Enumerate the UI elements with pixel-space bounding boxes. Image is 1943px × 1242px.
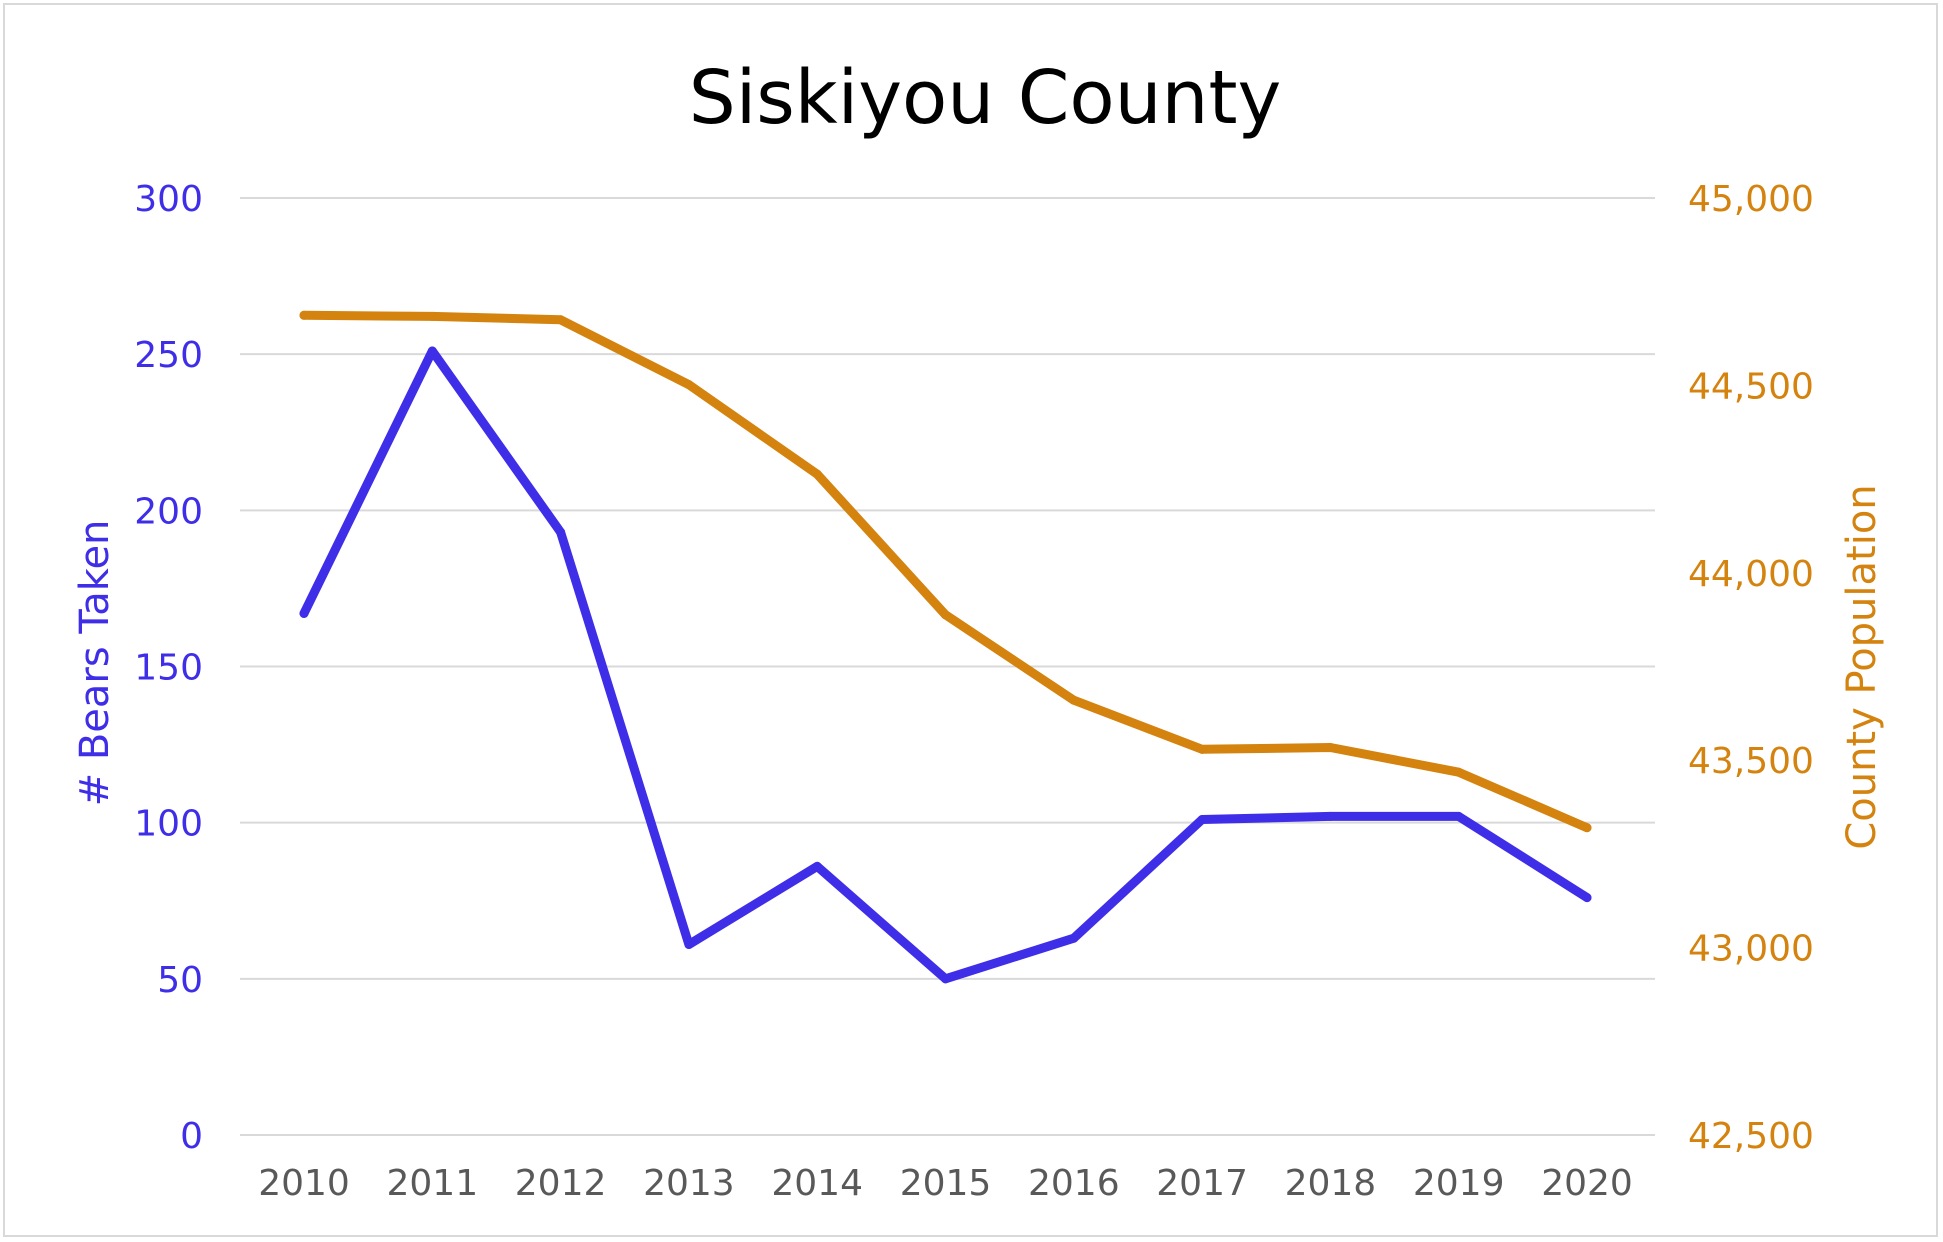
left-axis-ticks: 0 50 100 150 200 250 300 xyxy=(134,179,203,1157)
left-tick-label: 0 xyxy=(180,1116,203,1157)
right-axis-label: County Population xyxy=(1839,484,1885,849)
bears-point-2010 xyxy=(299,608,309,618)
chart-frame: Siskiyou County 0 50 100 150 200 250 300 42,50… xyxy=(3,3,1938,1237)
population-point-2013 xyxy=(684,380,694,390)
right-tick-label: 44,500 xyxy=(1688,366,1814,407)
bears-point-2015 xyxy=(941,974,950,984)
bears-point-2020 xyxy=(1582,893,1592,903)
right-tick-label: 44,000 xyxy=(1688,554,1814,595)
bears-point-2011 xyxy=(427,346,437,356)
x-tick-label: 2018 xyxy=(1285,1163,1377,1204)
x-tick-label: 2020 xyxy=(1541,1163,1633,1204)
bears-point-2014 xyxy=(812,861,822,871)
x-tick-label: 2010 xyxy=(258,1163,350,1204)
population-point-2014 xyxy=(812,469,822,479)
population-point-2016 xyxy=(1069,695,1079,705)
gridlines xyxy=(240,197,1655,1136)
x-tick-label: 2013 xyxy=(643,1163,735,1204)
x-tick-label: 2012 xyxy=(515,1163,607,1204)
bears-series-line xyxy=(299,346,1592,984)
bears-point-2019 xyxy=(1454,811,1464,821)
bears-point-2016 xyxy=(1069,933,1079,943)
population-point-2020 xyxy=(1582,823,1592,833)
x-tick-label: 2015 xyxy=(900,1163,992,1204)
population-point-2011 xyxy=(427,311,437,321)
population-point-2015 xyxy=(941,610,950,620)
population-point-2017 xyxy=(1197,744,1207,754)
right-tick-label: 43,000 xyxy=(1688,929,1814,970)
left-axis-label: # Bears Taken xyxy=(72,520,118,807)
left-tick-label: 50 xyxy=(157,960,203,1001)
series-layer xyxy=(299,310,1592,984)
left-tick-label: 250 xyxy=(134,335,203,376)
bears-point-2017 xyxy=(1197,815,1207,825)
x-tick-label: 2016 xyxy=(1028,1163,1120,1204)
x-tick-label: 2017 xyxy=(1156,1163,1248,1204)
x-tick-label: 2019 xyxy=(1413,1163,1505,1204)
population-point-2012 xyxy=(556,315,566,325)
bears-point-2012 xyxy=(556,527,566,537)
left-tick-label: 200 xyxy=(134,491,203,532)
left-tick-label: 150 xyxy=(134,648,203,689)
left-tick-label: 300 xyxy=(134,179,203,220)
population-point-2019 xyxy=(1454,767,1464,777)
x-tick-label: 2014 xyxy=(771,1163,863,1204)
right-axis-ticks: 42,500 43,000 43,500 44,000 44,500 45,000 xyxy=(1688,179,1814,1157)
chart-svg: Siskiyou County 0 50 100 150 200 250 300 42,50… xyxy=(72,55,1885,1204)
left-tick-label: 100 xyxy=(134,804,203,845)
right-tick-label: 42,500 xyxy=(1688,1116,1814,1157)
right-tick-label: 45,000 xyxy=(1688,179,1814,220)
right-tick-label: 43,500 xyxy=(1688,741,1814,782)
bears-point-2018 xyxy=(1325,811,1335,821)
population-series-line xyxy=(299,310,1592,833)
x-axis-ticks: 2010 2011 2012 2013 2014 2015 2016 2017 2018 2019… xyxy=(258,1163,1633,1204)
bears-point-2013 xyxy=(684,939,694,949)
x-tick-label: 2011 xyxy=(386,1163,478,1204)
population-point-2018 xyxy=(1325,742,1335,752)
chart-title: Siskiyou County xyxy=(689,55,1282,141)
population-point-2010 xyxy=(299,310,309,320)
